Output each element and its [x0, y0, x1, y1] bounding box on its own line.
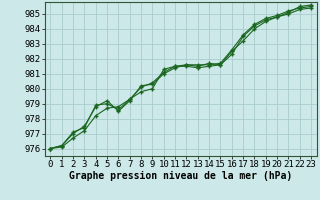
X-axis label: Graphe pression niveau de la mer (hPa): Graphe pression niveau de la mer (hPa)	[69, 171, 292, 181]
